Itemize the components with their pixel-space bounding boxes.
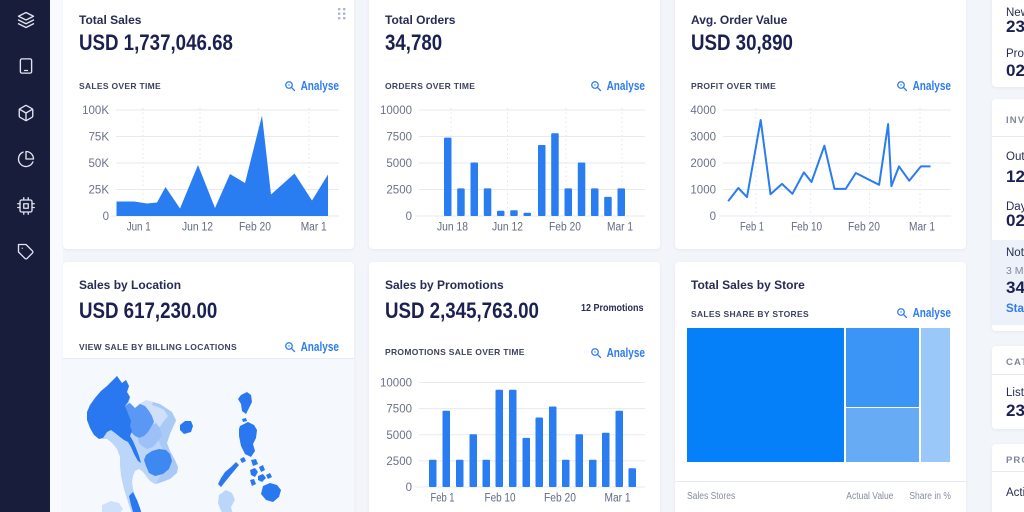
svg-text:7500: 7500: [386, 132, 412, 144]
svg-text:1000: 1000: [690, 185, 716, 197]
svg-text:4000: 4000: [690, 105, 716, 117]
svg-text:7500: 7500: [386, 404, 412, 416]
svg-text:5000: 5000: [386, 430, 412, 442]
svg-text:0: 0: [406, 211, 412, 223]
svg-text:Feb 20: Feb 20: [549, 222, 581, 234]
svg-text:10000: 10000: [380, 105, 412, 117]
svg-text:2500: 2500: [386, 185, 412, 197]
svg-text:Jun 1: Jun 1: [127, 222, 151, 234]
svg-text:Feb 20: Feb 20: [848, 222, 880, 234]
svg-text:3000: 3000: [690, 132, 716, 144]
svg-text:Feb 10: Feb 10: [791, 222, 822, 234]
svg-text:Jun 18: Jun 18: [437, 222, 468, 234]
svg-text:Feb 10: Feb 10: [485, 493, 516, 505]
svg-text:Mar 1: Mar 1: [301, 222, 327, 234]
svg-text:Feb 20: Feb 20: [544, 493, 576, 505]
svg-text:0: 0: [406, 482, 412, 494]
svg-text:Jun 12: Jun 12: [182, 222, 213, 234]
svg-text:Feb 1: Feb 1: [431, 493, 455, 505]
svg-text:2000: 2000: [690, 158, 716, 170]
svg-text:Mar 1: Mar 1: [605, 493, 631, 505]
svg-text:Mar 1: Mar 1: [909, 222, 935, 234]
svg-text:100K: 100K: [82, 105, 109, 117]
svg-text:25K: 25K: [89, 185, 110, 197]
svg-text:Jun 12: Jun 12: [492, 222, 523, 234]
svg-text:Mar 1: Mar 1: [607, 222, 633, 234]
svg-text:0: 0: [710, 211, 716, 223]
svg-text:5000: 5000: [386, 158, 412, 170]
svg-text:50K: 50K: [89, 158, 110, 170]
svg-text:0: 0: [103, 211, 109, 223]
svg-text:2500: 2500: [386, 456, 412, 468]
svg-text:75K: 75K: [89, 132, 110, 144]
svg-text:10000: 10000: [380, 378, 412, 390]
svg-text:Feb 1: Feb 1: [740, 222, 764, 234]
svg-text:Feb 20: Feb 20: [239, 222, 271, 234]
